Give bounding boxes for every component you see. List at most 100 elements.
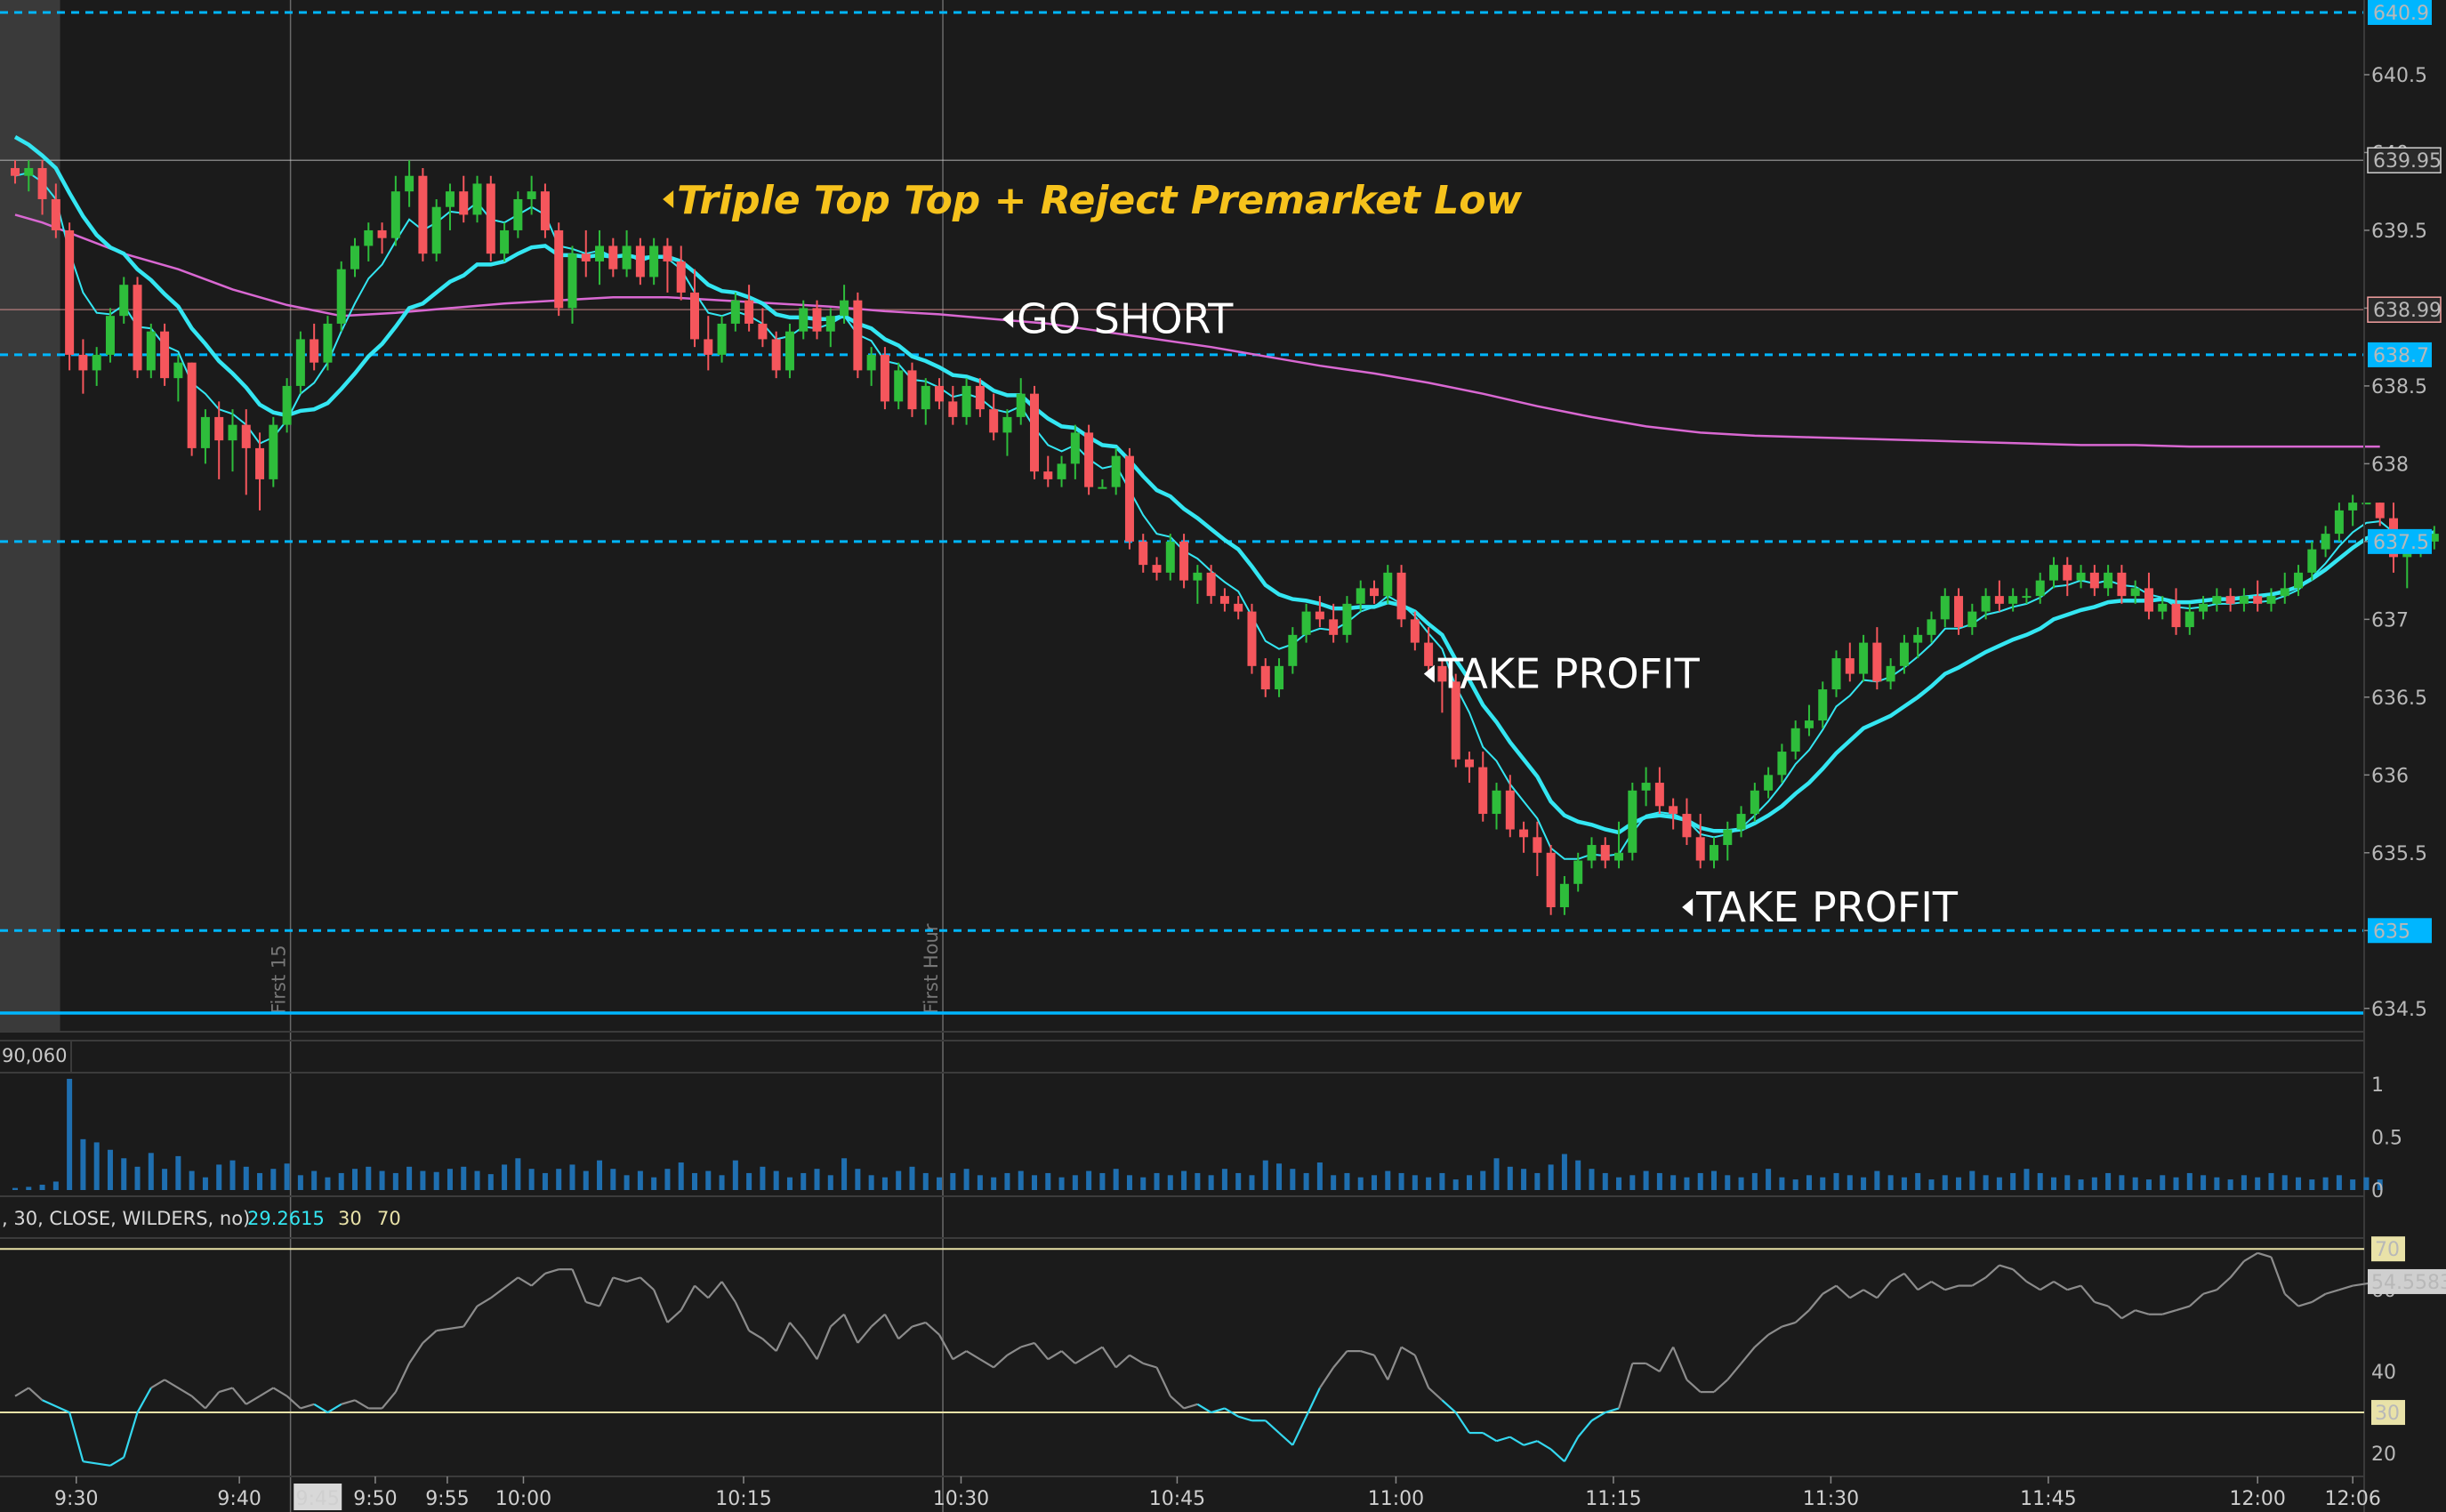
time-tick-label: 10:30 — [933, 1488, 989, 1510]
volume-bar — [2214, 1177, 2220, 1190]
volume-bar — [2173, 1177, 2179, 1190]
volume-bar — [2064, 1175, 2071, 1190]
rsi-line-segment — [1794, 1309, 1810, 1323]
volume-bar — [1398, 1172, 1404, 1190]
rsi-line-segment — [530, 1272, 546, 1287]
price-tick-label: 638 — [2371, 454, 2409, 476]
rsi-line-segment — [2135, 1309, 2150, 1315]
volume-bar — [2078, 1179, 2084, 1190]
volume-bar — [1589, 1169, 1595, 1190]
volume-bar — [1221, 1169, 1227, 1190]
rsi-line-segment — [1890, 1272, 1905, 1283]
rsi-line-segment — [1672, 1347, 1688, 1380]
volume-bar — [1697, 1172, 1703, 1190]
candle-body — [459, 191, 469, 215]
rsi-line-segment — [1686, 1379, 1702, 1393]
time-tick-label: 9:50 — [353, 1488, 397, 1510]
candle-body — [812, 308, 822, 332]
candle-body — [1981, 596, 1991, 612]
time-tick-label: 9:40 — [217, 1488, 261, 1510]
candle-body — [1383, 572, 1393, 597]
rsi-line-segment — [326, 1403, 342, 1413]
rsi-line-segment — [1645, 1362, 1661, 1373]
volume-bar — [1372, 1175, 1377, 1190]
rsi-line-segment — [1278, 1432, 1294, 1446]
volume-bar — [325, 1177, 331, 1190]
candle-body — [1695, 837, 1705, 861]
candle-body — [1859, 642, 1869, 674]
candle-body — [1587, 845, 1597, 861]
candle-body — [2104, 572, 2113, 589]
volume-tick-label: 1 — [2371, 1074, 2384, 1097]
candle-body — [1139, 541, 1148, 566]
volume-bar — [2145, 1179, 2152, 1190]
price-tag-label: 638.99 — [2373, 300, 2442, 322]
volume-bar — [1303, 1172, 1309, 1190]
time-tick-label: 10:45 — [1149, 1488, 1205, 1510]
volume-bar — [2363, 1177, 2370, 1190]
volume-bar — [284, 1163, 290, 1190]
candle-body — [160, 331, 170, 379]
volume-tick-label: 0 — [2371, 1180, 2384, 1202]
volume-bar — [406, 1166, 413, 1190]
rsi-line-segment — [1142, 1362, 1157, 1369]
volume-bar — [1181, 1170, 1187, 1190]
rsi-line-segment — [613, 1276, 627, 1283]
rsi-line-segment — [1713, 1379, 1729, 1393]
candle-body — [1356, 588, 1365, 604]
time-tick-label: 11:30 — [1803, 1488, 1859, 1510]
volume-bar — [1466, 1175, 1472, 1190]
candle-body — [1219, 596, 1229, 604]
candle-body — [1872, 642, 1882, 682]
volume-bar — [569, 1164, 575, 1190]
annotation-trade: GO SHORT — [1017, 295, 1234, 343]
candle-body — [1464, 759, 1474, 768]
candle-body — [1030, 393, 1039, 472]
rsi-line-segment — [463, 1305, 479, 1328]
rsi-line-segment — [1155, 1367, 1171, 1397]
price-tick-label: 639.5 — [2371, 221, 2427, 243]
rsi-line-segment — [1006, 1346, 1022, 1356]
candle-body — [1288, 634, 1298, 666]
rsi-line-segment — [1373, 1355, 1389, 1380]
candle-body — [758, 323, 768, 340]
rsi-oversold-box — [2371, 1400, 2405, 1426]
candle-body — [1886, 665, 1895, 682]
candle-body — [2334, 510, 2344, 535]
candle-body — [1124, 455, 1134, 542]
volume-bar — [2051, 1177, 2056, 1190]
volume-bar — [937, 1177, 943, 1190]
rsi-line-segment — [830, 1313, 845, 1328]
candle-body — [880, 354, 889, 402]
annotation-trade: TAKE PROFIT — [1695, 883, 1959, 931]
rsi-line-segment — [1863, 1289, 1878, 1299]
rsi-line-segment — [1047, 1350, 1063, 1361]
volume-bar — [1548, 1164, 1554, 1190]
candle-body — [472, 183, 482, 215]
volume-bar — [1126, 1175, 1132, 1190]
volume-bar — [2091, 1177, 2097, 1190]
candle-body — [1424, 642, 1434, 666]
candle-body — [2049, 565, 2058, 581]
candle-body — [350, 245, 359, 269]
candle-body — [1831, 658, 1841, 690]
volume-bar — [12, 1187, 18, 1190]
rsi-line-segment — [789, 1322, 805, 1340]
rsi-line-segment — [190, 1395, 206, 1410]
volume-bar — [202, 1177, 208, 1190]
rsi-line-segment — [1903, 1273, 1919, 1291]
volume-bar — [1140, 1177, 1147, 1190]
rsi-line-segment — [164, 1379, 193, 1397]
annotation-arrow-icon — [1002, 310, 1014, 328]
rsi-line-segment — [1224, 1407, 1239, 1418]
rsi-line-segment — [1305, 1387, 1321, 1418]
candle-body — [1098, 487, 1107, 489]
rsi-last-value-label: 54.5583 — [2371, 1272, 2446, 1294]
volume-bar — [1616, 1177, 1622, 1190]
volume-bar — [2336, 1175, 2342, 1190]
rsi-line-segment — [1441, 1399, 1457, 1413]
candle-body — [2199, 603, 2209, 612]
candle-body — [1573, 860, 1583, 884]
candle-body — [105, 316, 115, 355]
